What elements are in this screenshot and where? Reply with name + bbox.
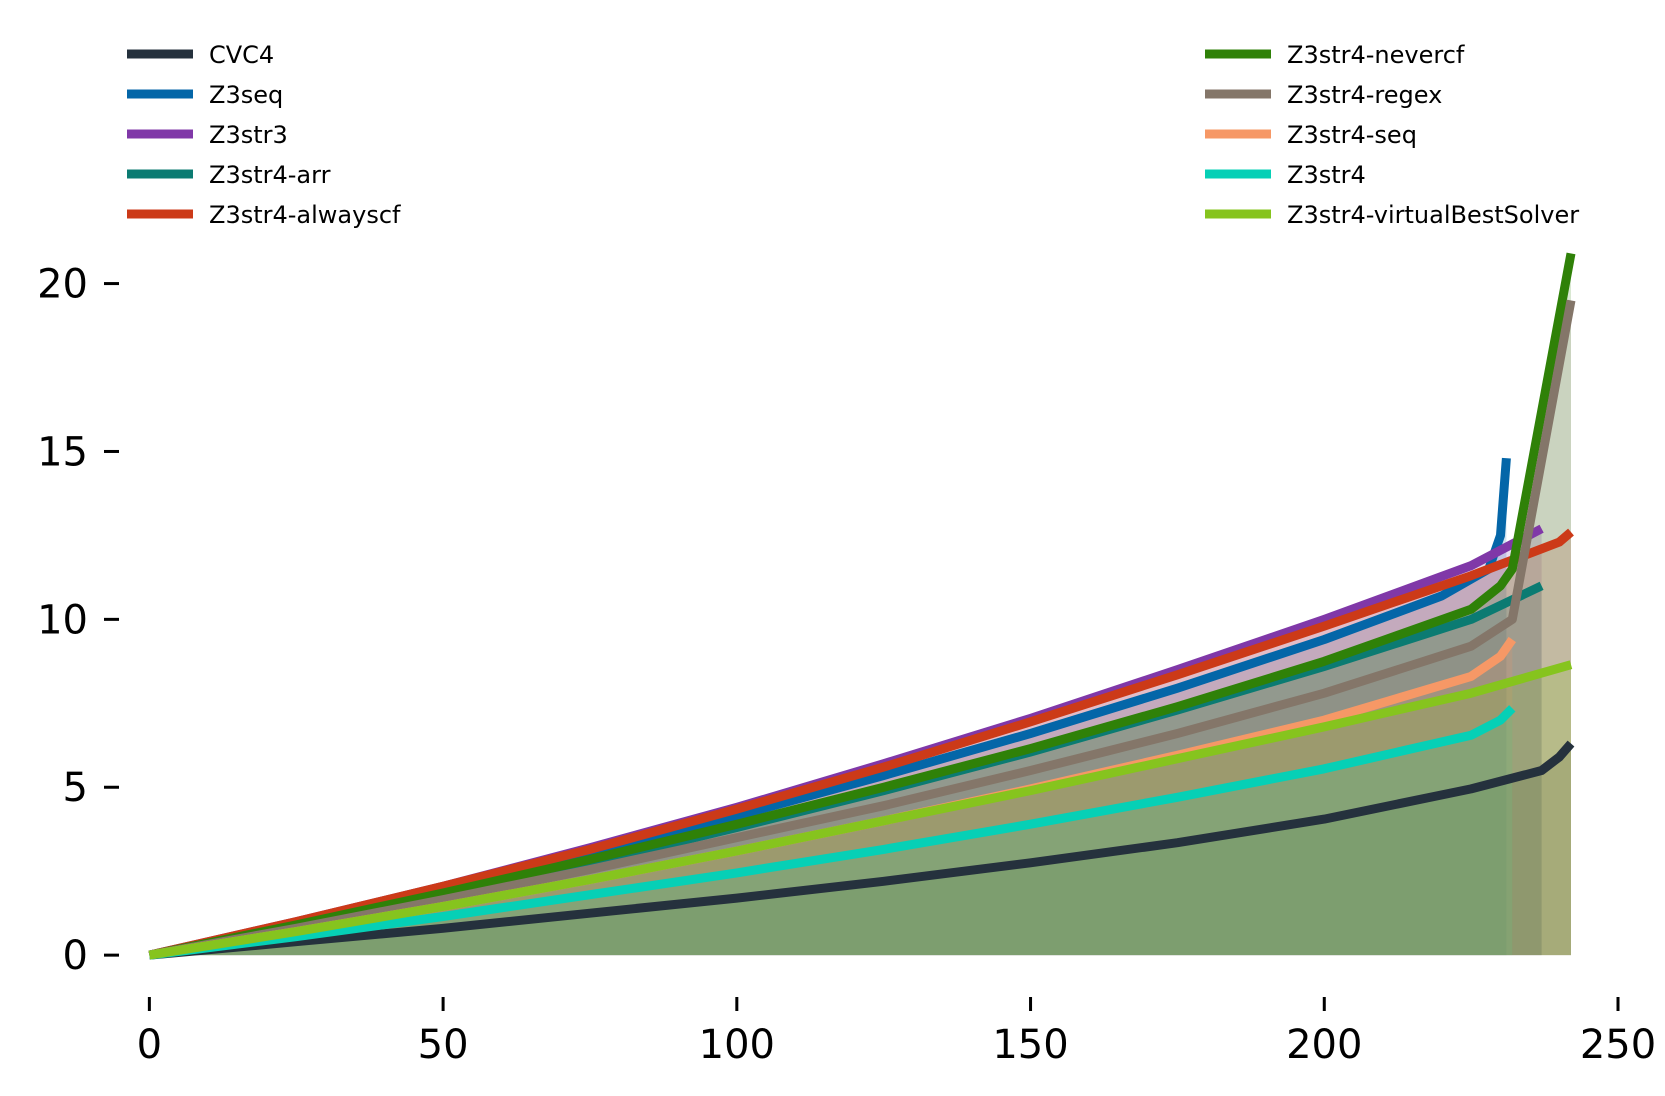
legend-label-3: Z3str4-arr [209,161,331,189]
y-tick-label-0: 0 [63,933,88,979]
series-line-9 [148,660,1573,960]
legend-label-7: Z3str4-seq [1287,121,1417,149]
legend: CVC4 Z3seq Z3str3 Z3str4-arr Z3str4-alwayscf… [127,41,1579,229]
y-tick-label-4: 20 [37,262,88,308]
legend-label-6: Z3str4-regex [1287,81,1442,109]
series-line-0 [148,740,1575,960]
legend-label-5: Z3str4-nevercf [1287,41,1465,69]
x-tick-label-4: 200 [1286,1022,1362,1068]
y-tick-label-2: 10 [37,597,88,643]
legend-label-2: Z3str3 [209,121,288,149]
legend-label-8: Z3str4 [1287,161,1366,189]
legend-label-9: Z3str4-virtualBestSolver [1287,201,1579,229]
x-tick-label-2: 100 [699,1022,775,1068]
series-line-4 [148,528,1574,960]
series-lines [148,252,1576,960]
y-tick-label-1: 5 [63,765,88,811]
x-tick-label-0: 0 [137,1022,162,1068]
series-fill-1 [149,458,1507,956]
series-line-5 [148,252,1576,960]
series-fill-4 [149,532,1571,956]
y-tick-label-3: 15 [37,429,88,475]
x-tick-label-3: 150 [992,1022,1068,1068]
x-tick-label-5: 250 [1580,1022,1656,1068]
legend-label-1: Z3seq [209,81,283,109]
series-fill-8 [149,708,1513,956]
legend-label-4: Z3str4-alwayscf [209,201,401,229]
series-line-6 [148,299,1576,960]
series-line-8 [148,705,1516,960]
axes: 0 50 100 150 200 250 0 5 10 15 20 [37,262,1656,1068]
series-fill-0 [149,743,1571,956]
series-fill-9 [149,664,1571,956]
series-fill-2 [149,528,1542,956]
series-fill-7 [149,639,1513,956]
legend-label-0: CVC4 [209,41,274,69]
series-fill-5 [149,253,1571,956]
series-fill-3 [149,585,1542,956]
x-tick-label-1: 50 [418,1022,469,1068]
